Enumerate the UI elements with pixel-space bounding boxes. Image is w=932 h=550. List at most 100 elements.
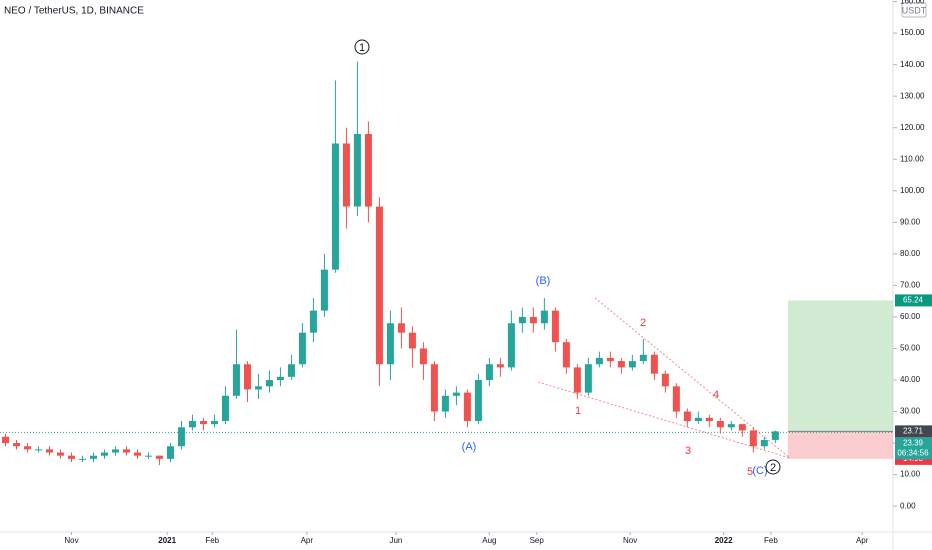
wave-label: 2 [770,462,776,474]
candle-body [617,361,625,368]
y-tick-label: 30.00 [900,407,921,416]
x-tick-label: Feb [205,536,219,545]
candle-body [474,380,482,421]
candle-body [452,392,460,396]
candle-body [232,364,240,396]
x-tick-label: Nov [64,536,78,545]
candle-body [188,420,196,428]
y-tick-label: 110.00 [900,154,924,163]
candle-body [331,143,339,270]
candle-body [639,354,647,362]
candle-body [111,449,119,453]
candle-body [628,361,636,368]
y-tick-label: 70.00 [900,281,921,290]
wave-circle [354,39,370,55]
candle-body [210,420,218,425]
candle-body [342,143,350,207]
x-tick-label: Nov [623,536,637,545]
candle-body [540,310,548,324]
target-zone [788,300,893,432]
y-tick-label: 130.00 [900,91,925,100]
y-tick-label: 150.00 [900,28,925,37]
entry-label-bg [895,425,932,438]
y-tick-label: 100.00 [900,186,925,195]
candle-body [650,354,658,374]
candle-body [1,436,9,444]
candle-body [749,430,757,447]
price-label: 23.39 [903,438,924,447]
candle-body [364,134,372,207]
x-tick-label: Jun [389,536,402,545]
candle-body [760,439,768,447]
candle-body [320,269,328,311]
candle-body [89,455,97,459]
entry-label: 23.71 [903,426,924,435]
candle-body [408,332,416,349]
candle-body [375,206,383,365]
candle-body [672,386,680,412]
wave-label: 2 [640,317,646,329]
candle-body [518,316,526,324]
candle-body [496,364,504,368]
currency-label: USDT [902,5,927,15]
countdown-label: 06:34:56 [897,448,929,457]
candle-body [738,424,746,431]
y-tick-label: 0.00 [900,501,916,510]
candle-body [34,449,42,451]
candle-body [386,323,394,365]
candle-body [265,380,273,387]
candle-body [287,364,295,377]
x-tick-label: 2022 [715,536,733,545]
candle-body [584,364,592,393]
candle-body [221,395,229,421]
candle-body [23,446,31,450]
candle-body [144,455,152,457]
candle-body [177,427,185,447]
wave-label: (C) [752,465,767,477]
candle-body [529,316,537,324]
wave-label: 1 [359,42,365,54]
candle-body [397,323,405,333]
target-label: 65.24 [903,296,924,305]
y-tick-label: 140.00 [900,60,925,69]
price-label-bg [895,437,932,460]
currency-box [901,2,927,18]
candle-body [716,420,724,428]
candle-body [562,342,570,368]
candle-body [441,395,449,412]
candle-body [254,386,262,390]
candle-body [683,411,691,421]
candle-body [309,310,317,333]
candle-body [45,449,53,453]
stop-zone [788,431,893,459]
wave-label: 5 [747,466,753,478]
candle-body [100,452,108,456]
y-tick-label: 160.00 [900,0,925,6]
candle-body [78,458,86,460]
candle-body [122,449,130,453]
candle-body [56,452,64,456]
x-tick-label: 2021 [158,536,176,545]
candle-body [485,364,493,380]
candle-body [705,417,713,421]
y-tick-label: 40.00 [900,375,921,384]
candle-body [155,455,163,459]
x-tick-label: Apr [856,536,869,545]
x-tick-label: Apr [301,536,314,545]
candle-body [166,446,174,459]
candle-body [507,323,515,368]
y-tick-label: 80.00 [900,249,921,258]
candle-body [463,392,471,421]
wave-label: 1 [575,405,581,417]
candle-body [573,367,581,393]
y-tick-label: 120.00 [900,123,925,132]
y-tick-label: 50.00 [900,344,921,353]
candle-body [606,357,614,362]
y-tick-label: 60.00 [900,312,921,321]
candle-body [353,134,361,207]
wave-label: 3 [685,445,691,457]
x-tick-label: Feb [764,536,778,545]
x-tick-label: Aug [482,536,496,545]
